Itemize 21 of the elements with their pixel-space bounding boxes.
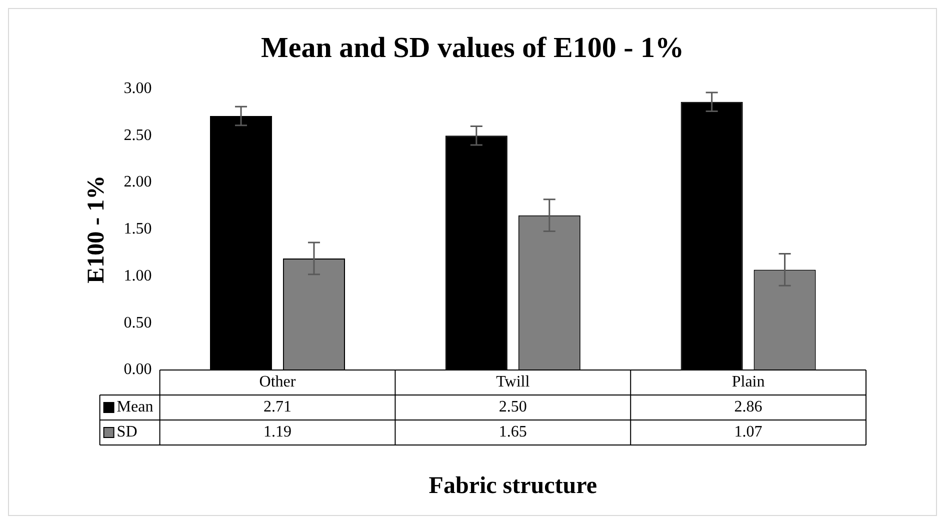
y-tick-label: 3.00: [124, 80, 152, 98]
data-label: 1.07: [734, 424, 762, 441]
x-tick-label: Plain: [732, 374, 765, 391]
y-tick-label: 0.50: [124, 314, 152, 332]
x-tick-label: Twill: [496, 374, 530, 391]
data-label: 2.86: [734, 398, 762, 416]
data-label: 2.50: [498, 398, 527, 416]
data-label: 1.65: [498, 424, 527, 441]
x-tick-label: Other: [259, 374, 296, 391]
chart-title: Mean and SD values of E100 - 1%: [261, 32, 684, 64]
y-tick-label: 0.00: [124, 361, 152, 378]
x-axis-title: Fabric structure: [428, 473, 598, 500]
legend-label: Mean: [116, 398, 154, 416]
y-tick-label: 2.50: [124, 126, 152, 144]
y-axis-title: E100 - 1%: [84, 175, 110, 284]
y-tick-label: 1.50: [124, 220, 152, 238]
data-label: 2.71: [264, 398, 292, 416]
data-label: 1.19: [264, 424, 292, 441]
legend-label: SD: [116, 424, 138, 441]
y-tick-label: 2.00: [124, 174, 152, 191]
y-tick-label: 1.00: [124, 267, 152, 284]
